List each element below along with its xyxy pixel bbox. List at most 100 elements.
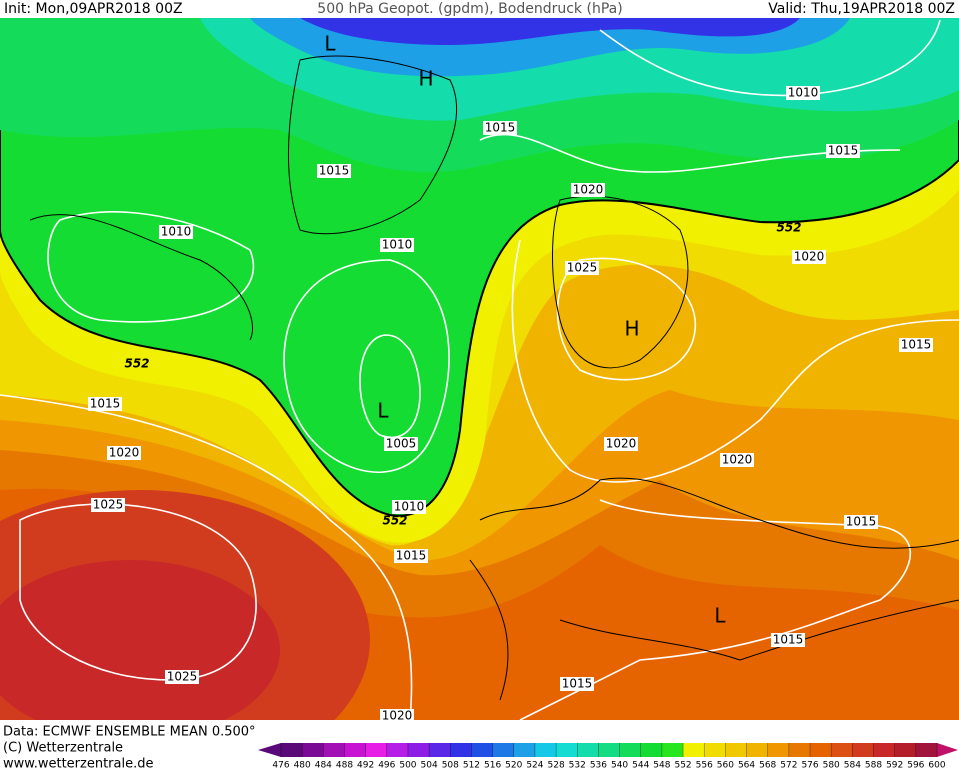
colorbar-swatch bbox=[302, 743, 324, 757]
coastlines bbox=[29, 55, 959, 701]
header-band bbox=[0, 0, 959, 18]
website: www.wetterzentrale.de bbox=[3, 757, 153, 770]
colorbar-label: 484 bbox=[315, 761, 332, 770]
contour-label-552: 552 bbox=[124, 357, 149, 371]
colorbar-label: 540 bbox=[611, 761, 628, 770]
contour-label: 1015 bbox=[396, 549, 427, 563]
isobar bbox=[19, 503, 257, 681]
field-508 bbox=[300, 18, 800, 45]
colorbar-label: 572 bbox=[780, 761, 797, 770]
pressure-center: L bbox=[714, 604, 726, 628]
contour-label-box bbox=[720, 453, 754, 467]
colorbar-swatch bbox=[492, 743, 515, 757]
colorbar-label: 580 bbox=[823, 761, 840, 770]
colorbar-label: 576 bbox=[801, 761, 818, 770]
europe-coast bbox=[479, 477, 959, 549]
isobar bbox=[511, 239, 959, 483]
colorbar-swatch bbox=[894, 743, 917, 757]
colorbar-swatch bbox=[831, 743, 853, 757]
contour-label: 1025 bbox=[167, 670, 198, 684]
contour-label: 1025 bbox=[567, 261, 598, 275]
contour-label-box bbox=[560, 677, 594, 691]
colorbar-swatch bbox=[513, 743, 536, 757]
colorbar-label: 480 bbox=[294, 761, 311, 770]
pressure-center: H bbox=[624, 317, 639, 341]
contour-label: 1015 bbox=[901, 338, 932, 352]
colorbar-swatch bbox=[429, 743, 451, 757]
contour-label: 1020 bbox=[573, 183, 604, 197]
colorbar-swatch bbox=[852, 743, 875, 757]
contour-label-box bbox=[571, 183, 605, 197]
contour-label-box bbox=[392, 500, 426, 514]
contour-label: 1005 bbox=[386, 437, 417, 451]
contour-label-box bbox=[899, 338, 933, 352]
colorbar-label: 584 bbox=[844, 761, 861, 770]
colorbar-label: 564 bbox=[738, 761, 755, 770]
colorbar-swatch bbox=[661, 743, 684, 757]
canada-coast bbox=[29, 214, 254, 341]
colorbar-swatch bbox=[683, 743, 705, 757]
contour-label-box bbox=[604, 437, 638, 451]
pressure-center: L bbox=[377, 399, 389, 423]
contour-label: 1015 bbox=[485, 121, 516, 135]
colorbar-label: 496 bbox=[378, 761, 395, 770]
colorbar-swatch bbox=[365, 743, 388, 757]
colorbar-label: 592 bbox=[886, 761, 903, 770]
pressure-center: L bbox=[324, 32, 336, 56]
colorbar-swatch bbox=[281, 743, 303, 757]
colorbar-label: 536 bbox=[590, 761, 607, 770]
contour-label-box bbox=[91, 498, 125, 512]
isobar bbox=[519, 499, 911, 721]
colorbar-label: 504 bbox=[421, 761, 438, 770]
colorbar-swatch bbox=[577, 743, 599, 757]
contour-label-box bbox=[88, 397, 122, 411]
colorbar-label: 596 bbox=[907, 761, 924, 770]
contour-label: 1020 bbox=[606, 437, 637, 451]
valid-time: Valid: Thu,19APR2018 00Z bbox=[768, 1, 955, 17]
contour-label-box bbox=[380, 709, 414, 723]
contour-label: 1015 bbox=[846, 515, 877, 529]
colorbar-label: 548 bbox=[653, 761, 670, 770]
colorbar-label: 524 bbox=[526, 761, 543, 770]
contour-label-box bbox=[565, 261, 599, 275]
contour-label: 1020 bbox=[109, 446, 140, 460]
isobar bbox=[556, 257, 697, 381]
contour-label: 1015 bbox=[562, 677, 593, 691]
isobar bbox=[0, 394, 413, 721]
colorbar-swatch bbox=[873, 743, 896, 757]
colorbar-swatch bbox=[619, 743, 642, 757]
init-time: Init: Mon,09APR2018 00Z bbox=[4, 1, 183, 17]
colorbar-swatch bbox=[746, 743, 769, 757]
colorbar-label: 520 bbox=[505, 761, 522, 770]
contour-label: 1020 bbox=[794, 250, 825, 264]
colorbar-swatch bbox=[725, 743, 748, 757]
colorbar-swatch bbox=[386, 743, 409, 757]
pressure-centers: H H L L L bbox=[324, 32, 726, 628]
isobar bbox=[47, 211, 255, 323]
colorbar-label: 500 bbox=[399, 761, 416, 770]
contour-label: 1015 bbox=[828, 144, 859, 158]
colorbar-swatch bbox=[556, 743, 578, 757]
contour-label: 1015 bbox=[319, 164, 350, 178]
colorbar-swatch bbox=[534, 743, 557, 757]
colorbar-swatch bbox=[788, 743, 811, 757]
contour-label: 1015 bbox=[90, 397, 121, 411]
colorbar-label: 516 bbox=[484, 761, 501, 770]
contour-label-box bbox=[771, 633, 805, 647]
colorbar-label: 488 bbox=[336, 761, 353, 770]
colorbar: 476 480 484 488 492 496 500 504 508 512 516 520 524 5… bbox=[258, 743, 958, 770]
colorbar-label: 560 bbox=[717, 761, 734, 770]
map: 1015 1010 1015 1010 1010 1015 1020 552 1020 1025 5… bbox=[0, 17, 959, 770]
contour-label-box bbox=[483, 121, 517, 135]
colorbar-label: 492 bbox=[357, 761, 374, 770]
contour-label-box bbox=[107, 446, 141, 460]
colorbar-label: 528 bbox=[548, 761, 565, 770]
colorbar-swatch bbox=[810, 743, 832, 757]
colorbar-swatch bbox=[471, 743, 494, 757]
colorbar-label: 532 bbox=[569, 761, 586, 770]
colorbar-swatch bbox=[407, 743, 430, 757]
contour-label-box bbox=[826, 144, 860, 158]
colorbar-swatch bbox=[598, 743, 621, 757]
colorbar-label: 552 bbox=[674, 761, 691, 770]
